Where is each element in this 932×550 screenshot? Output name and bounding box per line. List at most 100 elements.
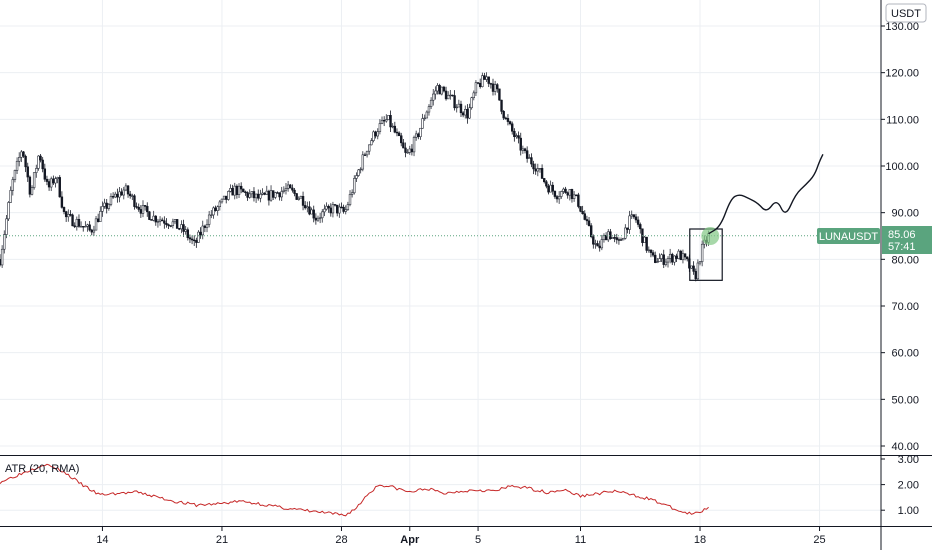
- highlight-circle[interactable]: [701, 227, 720, 245]
- candle-body: [244, 191, 247, 194]
- time-tick-label: 28: [335, 534, 347, 546]
- candle-body: [263, 192, 266, 195]
- candle-body: [498, 88, 501, 101]
- candle-body: [468, 107, 471, 119]
- candle-body: [0, 259, 2, 266]
- candle-body: [363, 154, 367, 156]
- price-tick-label: 60.00: [891, 348, 919, 360]
- price-tick-label: 130.00: [885, 21, 919, 33]
- last-price-badge[interactable]: 85.06 57:41: [882, 226, 932, 254]
- drawing-overlays: [0, 154, 881, 281]
- candle-body: [692, 265, 695, 272]
- candle-body: [436, 85, 439, 92]
- candle-body: [269, 190, 273, 201]
- candle-body: [621, 238, 625, 241]
- candle-body: [60, 196, 64, 208]
- candle-body: [323, 208, 326, 213]
- candle-body: [118, 191, 121, 198]
- candle-body: [382, 119, 386, 122]
- candle-body: [656, 261, 659, 263]
- candle-body: [101, 206, 104, 212]
- candle-body: [368, 144, 371, 152]
- candle-body: [374, 131, 377, 137]
- candle-body: [184, 229, 187, 232]
- candle-body: [679, 250, 683, 261]
- price-axis[interactable]: 40.00 50.00 60.00 70.00 80.00 90.00 100.00 110.…: [881, 21, 919, 453]
- candle-body: [188, 237, 192, 240]
- candle-body: [11, 179, 15, 191]
- candle-body: [314, 217, 318, 221]
- candle-body: [393, 125, 397, 133]
- candle-body: [372, 131, 375, 141]
- candle-body: [218, 201, 222, 208]
- candle-body: [248, 193, 251, 198]
- candle-body: [254, 193, 258, 199]
- candle-body: [316, 217, 320, 221]
- candle-body: [658, 258, 661, 262]
- candle-body: [220, 198, 224, 203]
- candle-body: [205, 224, 209, 228]
- candle-body: [252, 191, 256, 199]
- candle-body: [312, 209, 315, 219]
- candle-body: [671, 253, 674, 263]
- candle-body: [182, 224, 185, 232]
- candle-body: [111, 196, 115, 198]
- price-tick-label: 70.00: [891, 301, 919, 313]
- candle-body: [71, 214, 74, 227]
- price-tick-label: 80.00: [891, 254, 919, 266]
- candle-body: [43, 168, 47, 180]
- candle-body: [557, 196, 561, 200]
- candle-body: [329, 207, 333, 214]
- candle-body: [598, 245, 601, 249]
- candle-body: [387, 115, 390, 120]
- time-axis[interactable]: 14 21 28 Apr 5 11 18 25: [96, 527, 826, 546]
- candle-body: [677, 250, 680, 259]
- candle-body: [327, 205, 330, 209]
- candle-body: [530, 157, 533, 165]
- candle-body: [649, 249, 653, 253]
- candle-body: [400, 135, 403, 144]
- candle-body: [370, 140, 373, 146]
- candle-body: [502, 111, 505, 119]
- candle-body: [555, 196, 559, 200]
- candle-body: [359, 168, 362, 171]
- candle-body: [553, 190, 557, 197]
- currency-label-box: [885, 3, 927, 23]
- candle-body: [696, 262, 700, 280]
- candle-body: [600, 239, 604, 249]
- candle-body: [628, 215, 631, 230]
- atr-axis[interactable]: 1.00 2.00 3.00: [881, 454, 919, 517]
- candle-body: [446, 95, 450, 100]
- candle-body: [216, 206, 219, 211]
- candle-body: [496, 84, 499, 90]
- candle-body: [587, 220, 591, 226]
- candle-body: [686, 256, 689, 260]
- candle-body: [645, 236, 648, 251]
- candle-body: [225, 195, 228, 200]
- candle-body: [491, 83, 495, 92]
- candle-body: [210, 214, 213, 217]
- candle-body: [466, 109, 469, 119]
- candle-body: [472, 92, 475, 99]
- currency-label[interactable]: USDT: [885, 3, 927, 23]
- candle-body: [299, 196, 303, 199]
- candle-body: [355, 175, 358, 179]
- candle-body: [233, 185, 236, 196]
- candle-body: [3, 234, 6, 250]
- projection-path[interactable]: [708, 154, 824, 235]
- candle-body: [88, 224, 91, 231]
- candle-body: [35, 168, 38, 173]
- candle-body: [128, 193, 132, 197]
- candle-body: [52, 178, 55, 184]
- candle-body: [506, 118, 510, 122]
- candle-body: [419, 127, 422, 138]
- candle-body: [295, 193, 298, 200]
- candle-body: [451, 94, 454, 97]
- candle-body: [180, 224, 183, 230]
- time-tick-label: 18: [694, 534, 706, 546]
- candle-body: [683, 253, 687, 258]
- candle-body: [107, 204, 111, 209]
- indicator-legend[interactable]: ATR (20, RMA): [5, 463, 79, 475]
- candle-body: [504, 117, 508, 120]
- symbol-badge[interactable]: LUNAUSDT: [817, 228, 880, 244]
